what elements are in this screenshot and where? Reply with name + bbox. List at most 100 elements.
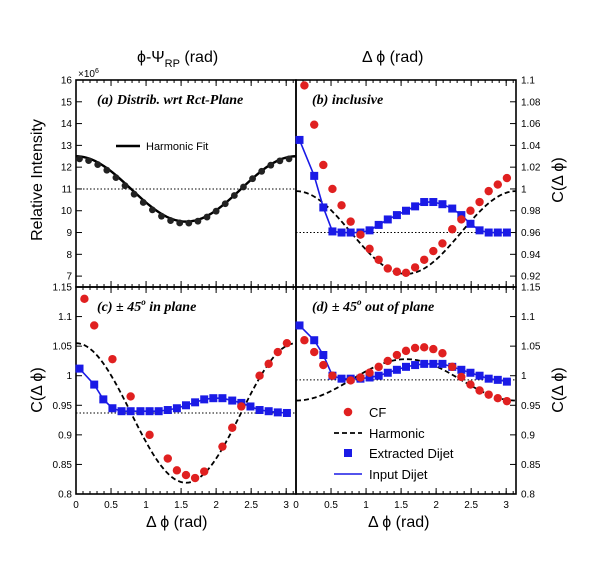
data-point [94,161,102,168]
y-tick-label: 7 [66,272,72,283]
extracted-dijet-marker [99,395,108,404]
y-tick-label: 1.1 [521,76,535,87]
cf-marker [365,244,374,254]
panel-d-frame [295,286,517,495]
cf-marker [310,347,319,357]
cf-marker [319,160,328,170]
y-tick-label: 11 [62,184,73,195]
extracted-dijet-marker [392,211,401,220]
extracted-dijet-marker [337,228,346,237]
panel-c-frame [75,286,297,495]
extracted-dijet-marker [420,198,429,207]
cf-marker [190,473,200,483]
extracted-dijet-marker [484,374,493,383]
extracted-dijet-marker [182,401,190,410]
cf-marker [310,120,319,129]
cf-marker [457,215,466,224]
panel-d: 0 0.5 1 1.5 2 2.5 3 0.8 0.85 0.9 0.95 1 1.05 1.1 1.15 [293,283,541,512]
extracted-dijet-marker [493,375,502,384]
cf-marker [420,343,429,352]
extracted-dijet-marker [457,365,466,374]
x-tick-label: 2.5 [244,500,258,511]
extracted-dijet-marker [374,371,383,380]
cf-marker [172,466,182,475]
cf-marker [365,368,374,377]
extracted-dijet-marker [90,380,99,389]
extracted-dijet-marker [319,203,328,212]
extracted-dijet-marker [365,373,374,382]
cf-marker [383,356,392,366]
y-tick-label: 1 [521,371,527,382]
y-tick-label: 1.02 [521,163,541,174]
harmonic-curve [295,190,517,275]
extracted-dijet-legend-marker [344,449,352,457]
extracted-dijet-marker [295,135,304,144]
data-point [203,213,211,221]
cf-marker [374,255,383,264]
y-tick-label: 16 [61,76,73,87]
data-point [194,217,202,225]
cf-marker [346,376,355,385]
cf-marker [392,350,402,360]
y-tick-label: 1 [66,371,72,382]
cf-marker [282,338,292,348]
top-right-xaxis-title: Δ ϕ (rad) [362,49,423,66]
y-tick-label: 1.1 [58,312,72,323]
panel-b-frame [295,79,517,288]
data-point [249,175,256,183]
extracted-dijet-marker [117,407,126,416]
y-tick-label: 1 [521,184,527,195]
cf-marker [410,343,420,353]
extracted-dijet-marker [246,402,255,411]
extracted-dijet-marker [209,394,218,403]
data-point [167,217,174,224]
data-point [130,190,138,198]
bottom-left-xaxis-title: Δ ϕ (rad) [146,514,207,531]
extracted-dijet-marker [420,359,429,368]
x-tick-label: 3 [283,500,289,511]
extracted-dijet-marker [172,404,181,413]
panel-c: 0 0.5 1 1.5 2 2.5 3 0.8 0.85 0.9 0.95 1 1.05 1.1 1.15 [53,283,297,511]
extracted-dijet-marker [337,374,346,383]
extracted-dijet-marker [200,395,209,404]
data-point [176,219,184,227]
cf-marker [200,467,209,476]
right-top-ylabel: C(Δ ϕ) [550,157,567,202]
extracted-dijet-marker [154,407,163,416]
data-point [212,207,220,215]
extracted-dijet-marker [466,219,475,228]
x-tick-label: 2 [213,500,219,511]
x-tick-label: 2 [433,500,439,511]
y-tick-label: 0.9 [58,430,72,441]
cf-marker [218,442,227,451]
cf-marker [429,344,438,354]
cf-marker [228,423,237,432]
y-tick-label: 1.15 [521,283,541,294]
x-tick-label: 0.5 [104,500,118,511]
extracted-dijet-marker [346,228,355,237]
cf-marker [237,402,246,411]
extracted-dijet-marker [310,336,319,345]
cf-marker [181,470,191,480]
harmonic-fit-legend-label: Harmonic Fit [146,141,208,153]
extracted-dijet-marker [402,362,410,371]
extracted-dijet-marker [163,406,172,415]
y-tick-label: 0.8 [58,490,72,501]
data-point [221,200,229,208]
cf-marker [126,392,135,401]
cf-marker [484,390,493,399]
bottom-right-xaxis-title: Δ ϕ (rad) [368,514,429,531]
cf-legend-marker [343,407,353,417]
cf-marker [319,360,328,370]
extracted-dijet-marker [374,220,383,229]
extracted-dijet-marker [402,206,410,215]
x-tick-label: 0 [73,500,79,511]
y-tick-label: 15 [61,97,73,108]
cf-marker [420,255,429,264]
extracted-dijet-marker [295,321,304,330]
extracted-dijet-marker [493,228,502,237]
data-point [121,182,129,190]
y-tick-label: 1.06 [521,119,541,130]
extracted-dijet-marker [126,407,135,416]
extracted-dijet-marker [448,204,457,213]
